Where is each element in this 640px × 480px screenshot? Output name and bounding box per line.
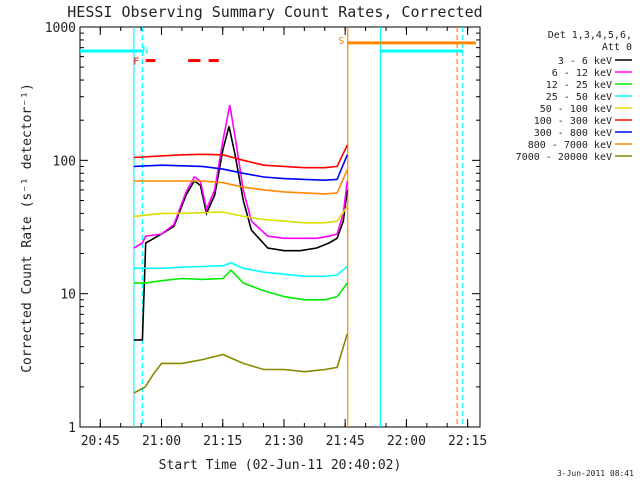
x-tick-label: 21:00 <box>142 434 181 449</box>
legend-header-0: Det 1,3,4,5,6, <box>548 30 632 41</box>
flag-label-N: N <box>142 45 148 56</box>
legend-header-1: Att 0 <box>602 42 632 53</box>
flag-label-F: F <box>133 57 139 68</box>
x-axis-label: Start Time (02-Jun-11 20:40:02) <box>159 458 402 473</box>
x-tick-label: 22:00 <box>387 434 426 449</box>
flag-label-S: S <box>338 36 344 47</box>
series-line-5 <box>133 144 349 169</box>
y-axis-ticks: 1 10 100 1000 <box>45 21 480 436</box>
series-line-4 <box>133 206 348 224</box>
legend-label-5: 100 - 300 keV <box>534 116 612 127</box>
legend-label-8: 7000 - 20000 keV <box>516 152 612 163</box>
x-tick-label: 21:30 <box>264 434 303 449</box>
x-axis-ticks: 20:45 21:00 21:15 21:30 21:45 22:00 22:15 <box>81 27 487 449</box>
x-tick-label: 21:45 <box>326 434 365 449</box>
timestamp: 3-Jun-2011 08:41 <box>557 469 634 478</box>
x-tick-label: 21:15 <box>203 434 242 449</box>
series-line-0 <box>133 126 349 341</box>
y-tick-label: 10 <box>60 288 76 303</box>
legend-label-3: 25 - 50 keV <box>546 92 612 103</box>
series-line-1 <box>133 104 349 249</box>
legend-label-7: 800 - 7000 keV <box>528 140 612 151</box>
series-lines <box>133 104 349 394</box>
flag-bars: NF S <box>80 36 476 68</box>
chart-title: HESSI Observing Summary Count Rates, Cor… <box>67 3 482 21</box>
y-tick-label: 100 <box>53 154 76 169</box>
flag-vertical-lines <box>133 27 464 427</box>
series-line-2 <box>133 269 348 301</box>
plot-frame <box>79 26 481 428</box>
legend-label-6: 300 - 800 keV <box>534 128 612 139</box>
series-line-6 <box>133 154 349 182</box>
legend-label-4: 50 - 100 keV <box>540 104 612 115</box>
legend-label-1: 6 - 12 keV <box>552 68 612 79</box>
y-tick-label: 1000 <box>45 21 76 36</box>
series-line-7 <box>133 169 349 195</box>
legend-label-0: 3 - 6 keV <box>558 56 612 67</box>
x-tick-label: 22:15 <box>448 434 487 449</box>
x-tick-label: 20:45 <box>81 434 120 449</box>
y-axis-label: Corrected Count Rate (s⁻¹ detector⁻¹) <box>20 83 35 373</box>
series-line-3 <box>133 262 348 278</box>
legend-label-2: 12 - 25 keV <box>546 80 612 91</box>
series-line-8 <box>133 333 349 394</box>
y-tick-label: 1 <box>68 421 76 436</box>
